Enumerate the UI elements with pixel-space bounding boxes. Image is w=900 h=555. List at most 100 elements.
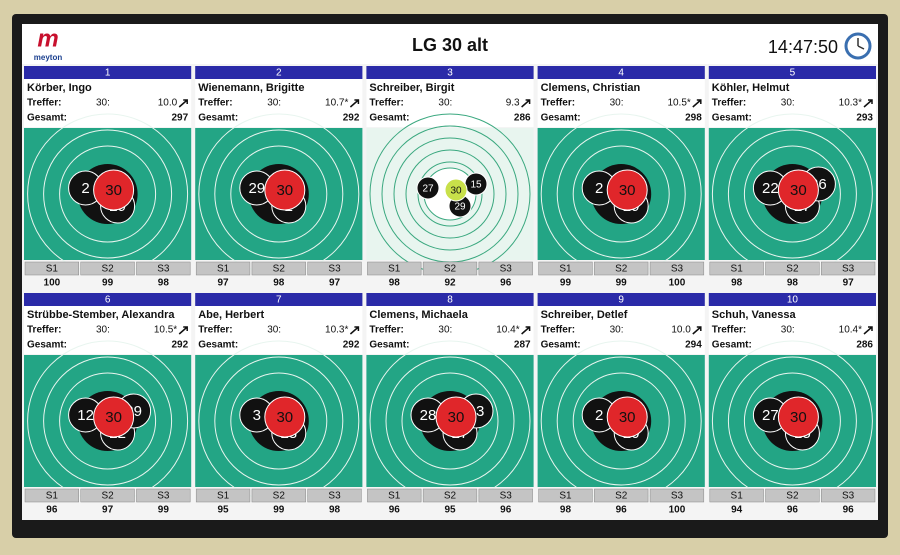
series-header-cell: [538, 488, 593, 503]
direction-arrow: [178, 99, 188, 108]
shot-label: 30:: [781, 98, 795, 109]
lane-number: 5: [790, 68, 796, 79]
total-value: 292: [343, 340, 360, 351]
series-label: S3: [328, 491, 341, 502]
direction-arrow: [349, 99, 360, 108]
series-label: S2: [444, 491, 457, 502]
shot-label: 30:: [267, 98, 281, 109]
target-ring: [393, 137, 507, 251]
series-score: 98: [731, 278, 743, 289]
shooter-name: Körber, Ingo: [27, 82, 92, 94]
last-shot-hole: [606, 396, 648, 438]
total-value: 298: [685, 113, 702, 124]
series-score: 97: [218, 278, 230, 289]
series-score: 96: [616, 505, 628, 516]
series-label: S1: [559, 491, 572, 502]
target-ring: [572, 372, 670, 470]
last-shot: 10.4*: [839, 325, 862, 336]
series-header-cell: [251, 488, 306, 503]
lane-number-bar: [195, 66, 363, 79]
shooter-name: Abe, Herbert: [198, 309, 264, 321]
shooter-name: Schuh, Vanessa: [712, 309, 797, 321]
lane-number: 2: [276, 68, 282, 79]
shot-number: 3: [253, 407, 261, 424]
series-label: S2: [101, 491, 114, 502]
series-score: 95: [218, 505, 230, 516]
series-header-cell: [422, 488, 478, 503]
shooter-name: Köhler, Helmut: [712, 82, 790, 94]
series-score: 96: [389, 505, 401, 516]
shot-number: 2: [595, 407, 603, 424]
shot-label: 30:: [267, 325, 281, 336]
total-value: 293: [856, 113, 873, 124]
lane-number-bar: [366, 293, 534, 306]
target-ring: [556, 356, 686, 486]
series-score: 100: [669, 278, 686, 289]
lane-number-bar: [24, 293, 192, 306]
total-label: Gesamt:: [541, 340, 581, 351]
series-header-cell: [80, 261, 135, 276]
target-ring: [743, 145, 841, 243]
series-label: S3: [500, 264, 513, 275]
last-shot-hole: [777, 396, 819, 438]
series-header-cell: [821, 261, 876, 276]
total-label: Gesamt:: [27, 340, 67, 351]
series-header-cell: [367, 488, 422, 503]
shooter-name: Clemens, Michaela: [369, 309, 468, 321]
series-header-cell: [478, 261, 533, 276]
series-label: S1: [559, 264, 572, 275]
series-label: S1: [217, 491, 230, 502]
series-score: 98: [329, 505, 341, 516]
series-label: S3: [157, 264, 170, 275]
shot-number: 30: [105, 182, 122, 199]
last-shot-hole: [93, 396, 135, 438]
lane-info: [366, 79, 534, 127]
clock-hand: [857, 45, 865, 50]
shot-number: 30: [105, 409, 122, 426]
series-header-cell: [195, 488, 251, 503]
lane-info: [366, 306, 534, 354]
series-header-cell: [594, 488, 649, 503]
series-score: 92: [444, 278, 456, 289]
series-score: 94: [731, 505, 743, 516]
shot-number: 2: [81, 180, 89, 197]
lane-number-bar: [708, 66, 876, 79]
lane-number-bar: [708, 293, 876, 306]
shot-number: 27: [762, 407, 779, 424]
series-header-cell: [765, 261, 820, 276]
series-label: S2: [101, 264, 114, 275]
total-label: Gesamt:: [198, 340, 238, 351]
shot-number: 30: [619, 182, 636, 199]
series-label: S1: [46, 264, 59, 275]
series-header-cell: [367, 261, 422, 276]
shooter-name: Strübbe-Stember, Alexandra: [27, 309, 175, 321]
series-label: S3: [842, 491, 855, 502]
lane-number-bar: [537, 293, 705, 306]
direction-arrow: [521, 326, 531, 335]
direction-arrow: [692, 326, 702, 335]
total-value: 292: [343, 113, 360, 124]
series-score: 98: [389, 278, 401, 289]
last-shot: 10.5*: [667, 98, 690, 109]
shot-label: 30:: [438, 98, 452, 109]
shot-number: 29: [248, 180, 265, 197]
total-label: Gesamt:: [369, 113, 409, 124]
series-header-cell: [251, 261, 306, 276]
shot-label: 30:: [96, 98, 110, 109]
target-ring: [401, 372, 499, 470]
last-shot-hole: [606, 169, 648, 211]
hits-label: Treffer:: [541, 98, 575, 109]
shot-number: 30: [619, 409, 636, 426]
series-header-cell: [136, 261, 191, 276]
last-shot-hole: [264, 396, 306, 438]
series-score: 97: [329, 278, 341, 289]
series-header-cell: [307, 261, 362, 276]
total-value: 297: [172, 113, 189, 124]
lane-info: [537, 306, 705, 354]
direction-arrow: [692, 99, 702, 108]
shooter-name: Schreiber, Detlef: [541, 309, 628, 321]
title: LG 30 alt: [412, 35, 488, 55]
lane-number: 8: [447, 295, 453, 306]
